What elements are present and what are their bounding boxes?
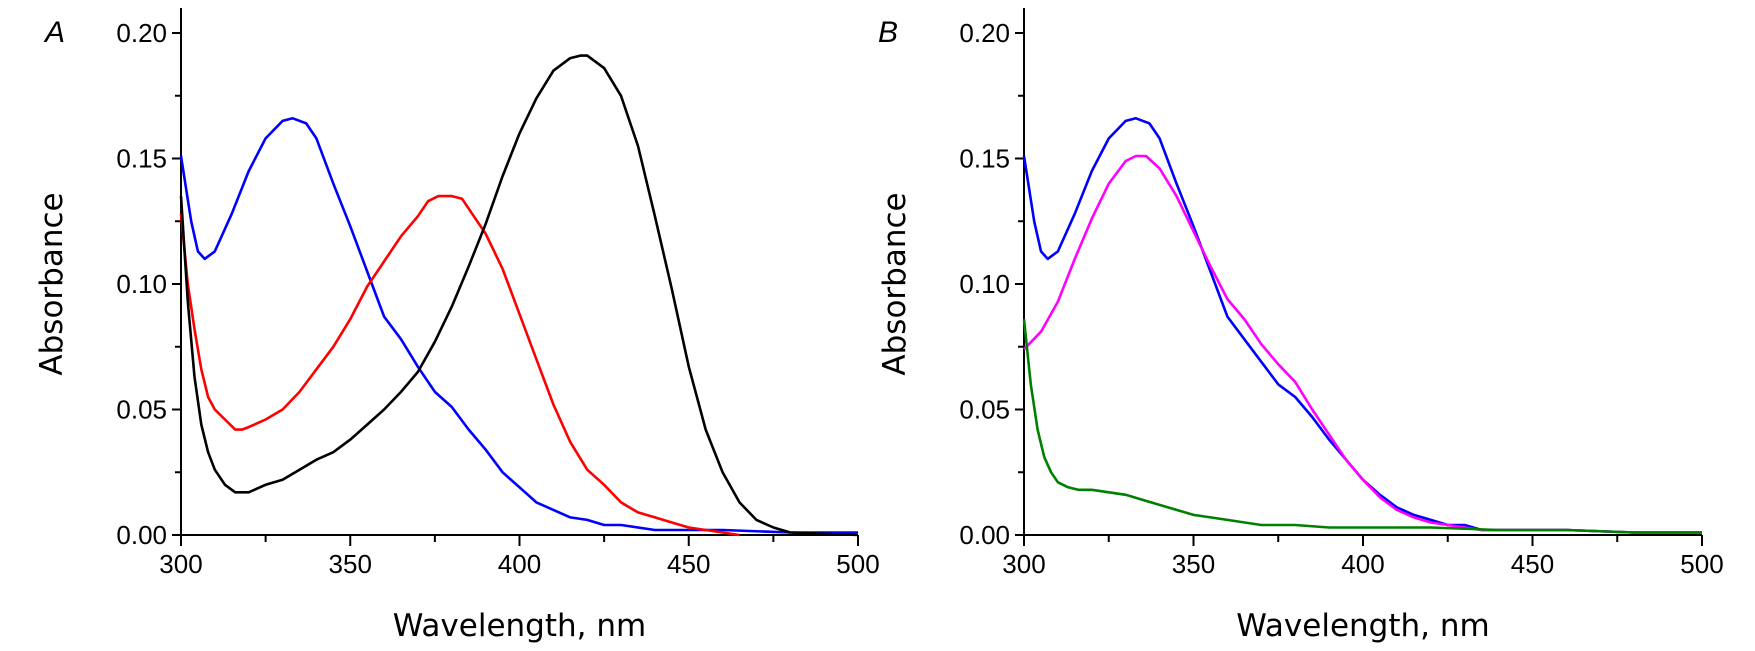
panel-b-x-tick-label: 450 xyxy=(1511,549,1554,579)
panel-a-y-tick-label: 0.00 xyxy=(116,520,167,550)
panel-a-y-tick-label: 0.10 xyxy=(116,269,167,299)
panel-a-y-tick-label: 0.20 xyxy=(116,18,167,48)
panel-b-y-tick-label: 0.10 xyxy=(959,269,1010,299)
panel-b-series-magenta xyxy=(1023,154,1702,534)
panel-b-x-axis-title: Wavelength, nm xyxy=(1236,608,1489,644)
panel-b-x-tick-label: 400 xyxy=(1341,549,1384,579)
panel-a-y-tick-label: 0.05 xyxy=(116,395,167,425)
panel-b-y-tick-label: 0.15 xyxy=(959,144,1010,174)
panel-a-series-red xyxy=(179,194,740,537)
panel-a-x-tick-label: 500 xyxy=(836,549,879,579)
panel-a-x-axis-title: Wavelength, nm xyxy=(393,608,646,644)
panel-a-label: A xyxy=(43,16,65,49)
panel-a-x-tick-label: 300 xyxy=(159,549,202,579)
panel-b-y-tick-label: 0.20 xyxy=(959,18,1010,48)
panel-b-y-axis-title: Absorbance xyxy=(877,192,913,375)
panel-b-y-tick-label: 0.00 xyxy=(959,520,1010,550)
panel-b-label: B xyxy=(878,16,898,49)
panel-b-x-tick-label: 500 xyxy=(1680,549,1723,579)
panel-b-x-tick-label: 350 xyxy=(1172,549,1215,579)
panel-a-x-tick-label: 350 xyxy=(329,549,372,579)
panel-a-series-black xyxy=(179,54,859,537)
panel-a-series-blue xyxy=(179,117,858,534)
panel-a-x-tick-label: 450 xyxy=(667,549,710,579)
panel-a-y-axis-title: Absorbance xyxy=(34,192,70,375)
panel-b-x-tick-label: 300 xyxy=(1002,549,1045,579)
panel-b-series-blue xyxy=(1022,117,1702,534)
panel-b-y-tick-label: 0.05 xyxy=(959,395,1010,425)
panel-b-series-green xyxy=(1022,318,1702,534)
panel-a-y-tick-label: 0.15 xyxy=(116,144,167,174)
panel-a-x-tick-label: 400 xyxy=(498,549,541,579)
